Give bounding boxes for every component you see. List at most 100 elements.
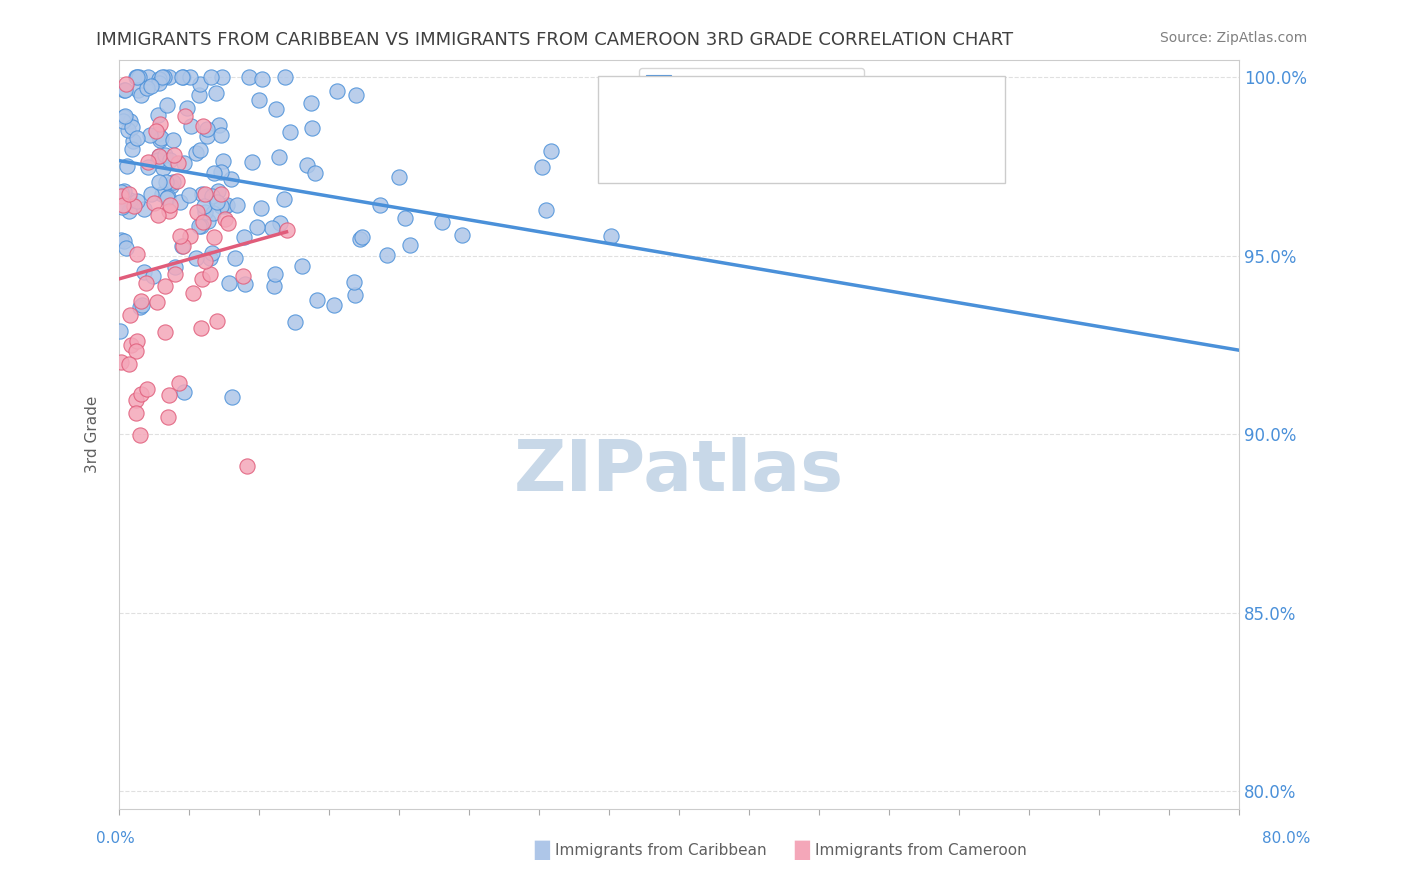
Point (181, 285, 204, 300)
Point (276, 223, 298, 237)
Point (599, 229, 621, 244)
Point (112, 110, 135, 124)
Point (121, 142, 143, 156)
Point (127, 194, 149, 208)
Point (375, 248, 398, 262)
Point (235, 459, 257, 474)
Point (530, 160, 553, 174)
Point (190, 186, 212, 201)
Text: 80.0%: 80.0% (1263, 831, 1310, 846)
Point (131, 298, 153, 312)
Point (208, 118, 231, 132)
Point (394, 211, 416, 225)
Point (117, 123, 139, 137)
Point (190, 219, 212, 234)
Point (112, 184, 135, 198)
Point (150, 131, 173, 145)
Point (274, 70, 297, 85)
Point (142, 195, 165, 210)
Point (207, 194, 229, 209)
Point (207, 185, 229, 199)
Point (110, 185, 132, 199)
Point (252, 71, 274, 86)
Point (205, 314, 228, 328)
Point (233, 230, 256, 244)
Point (121, 134, 143, 148)
Point (159, 153, 181, 168)
Point (214, 199, 236, 213)
Point (202, 230, 225, 244)
Point (284, 315, 307, 329)
Point (190, 271, 212, 285)
Point (195, 128, 218, 143)
Point (111, 201, 134, 215)
Point (157, 203, 180, 218)
Point (118, 357, 141, 371)
Point (343, 275, 366, 289)
Point (167, 156, 190, 170)
Point (131, 294, 153, 309)
Point (249, 93, 271, 107)
Point (156, 191, 179, 205)
Point (246, 220, 269, 235)
Text: Immigrants from Cameroon: Immigrants from Cameroon (815, 843, 1028, 857)
Text: █: █ (534, 840, 550, 860)
Point (127, 83, 149, 97)
Point (221, 172, 243, 186)
Point (278, 125, 301, 139)
Point (209, 165, 232, 179)
Point (139, 128, 162, 143)
Point (191, 119, 214, 133)
Point (156, 190, 179, 204)
Point (125, 130, 148, 145)
Point (115, 159, 138, 173)
Point (197, 214, 219, 228)
Point (201, 206, 224, 220)
Point (233, 277, 256, 292)
Point (194, 205, 217, 219)
Point (350, 230, 373, 244)
Point (150, 70, 173, 85)
Point (115, 241, 138, 255)
Point (159, 198, 181, 212)
Point (128, 70, 150, 85)
Point (129, 88, 152, 103)
Point (305, 293, 328, 307)
Point (148, 148, 170, 162)
Point (120, 308, 142, 322)
Point (200, 70, 222, 85)
Point (146, 295, 169, 310)
Point (118, 193, 141, 207)
Text: Immigrants from Caribbean: Immigrants from Caribbean (555, 843, 768, 857)
Point (155, 148, 177, 162)
Point (170, 239, 193, 253)
Point (136, 160, 159, 174)
Point (148, 76, 170, 90)
Point (174, 109, 197, 123)
Point (540, 145, 562, 159)
Point (201, 189, 224, 203)
Point (172, 239, 194, 253)
Text: ZIPatlas: ZIPatlas (513, 437, 844, 507)
Point (169, 194, 191, 209)
Point (204, 87, 226, 101)
Point (110, 324, 132, 338)
Point (167, 376, 190, 390)
Point (398, 238, 420, 252)
Point (148, 175, 170, 189)
Point (153, 70, 176, 85)
Point (114, 109, 136, 123)
Point (323, 298, 346, 312)
Point (125, 334, 148, 348)
Point (148, 149, 170, 163)
Point (209, 128, 232, 143)
Point (141, 186, 163, 201)
Point (301, 121, 323, 136)
Point (146, 209, 169, 223)
Point (111, 198, 134, 212)
Point (121, 120, 143, 134)
Point (118, 114, 141, 128)
Point (188, 88, 211, 103)
Point (269, 150, 291, 164)
Point (263, 279, 285, 293)
